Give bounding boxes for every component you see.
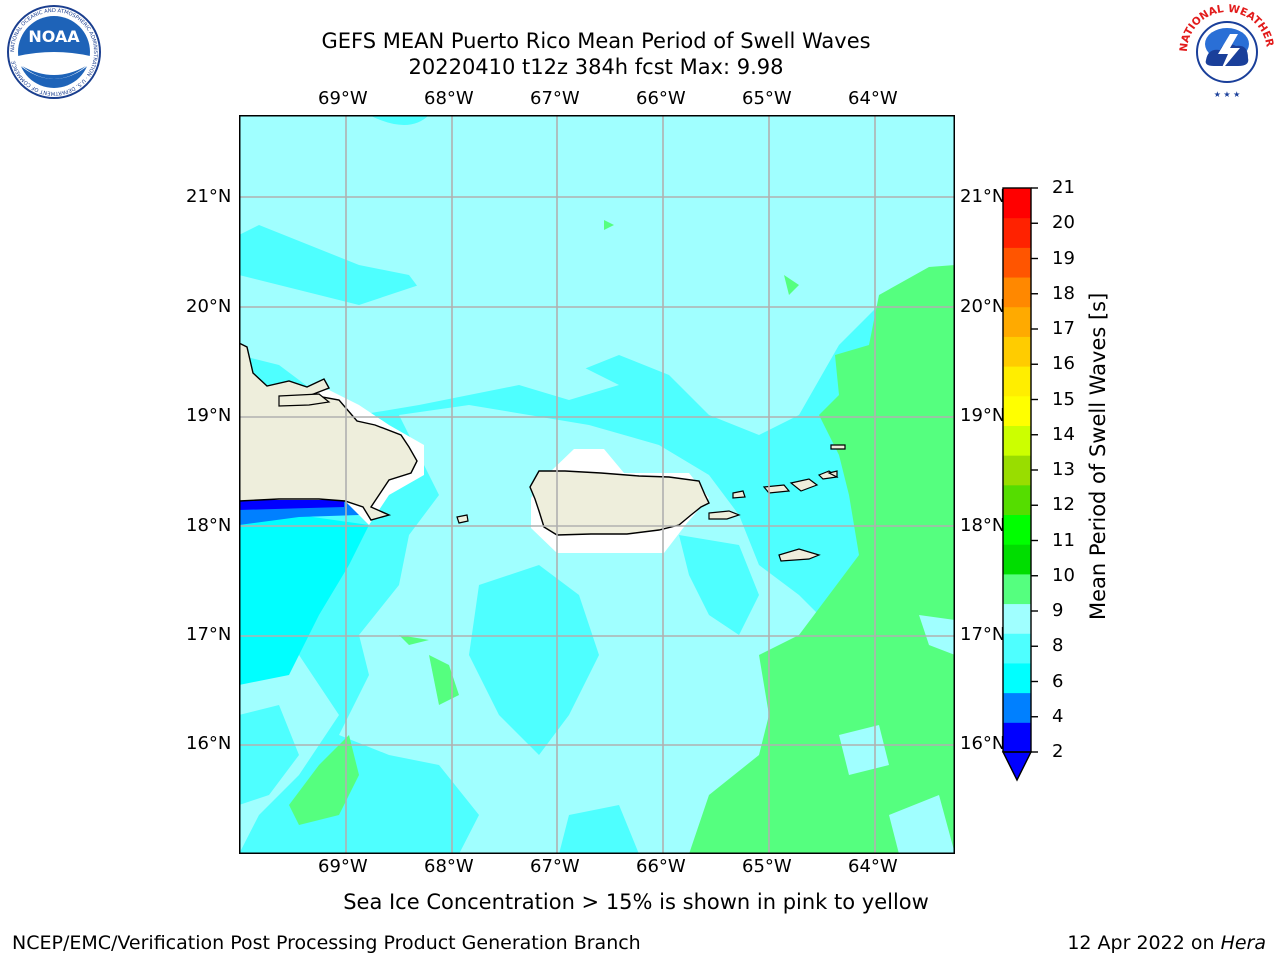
period-6-8s-regions xyxy=(239,535,759,854)
graticule xyxy=(239,115,955,854)
colorbar-segment xyxy=(1003,455,1031,486)
colorbar-min-arrow xyxy=(1001,751,1033,782)
footer-machine: Hera xyxy=(1220,932,1266,954)
colorbar-tick-label: 15 xyxy=(1052,388,1075,410)
tortuga-island xyxy=(278,393,331,407)
lon-label-top: 66°W xyxy=(636,88,686,109)
colorbar xyxy=(1001,187,1038,782)
colorbar-tick-label: 18 xyxy=(1052,282,1075,304)
hispaniola-land xyxy=(239,342,418,521)
lat-label-left: 21°N xyxy=(186,186,232,207)
colorbar-tick-label: 19 xyxy=(1052,247,1075,269)
map-frame xyxy=(239,115,955,854)
colorbar-segment xyxy=(1003,217,1031,248)
noaa-logo-text: NOAA xyxy=(28,27,80,46)
lon-label-bottom: 68°W xyxy=(424,856,474,877)
colorbar-segment xyxy=(1003,306,1031,337)
colorbar-tick-label: 16 xyxy=(1052,353,1075,375)
noaa-logo-icon: NOAA NATIONAL OCEANIC AND ATMOSPHERIC AD… xyxy=(7,5,101,99)
colorbar-tick-label: 21 xyxy=(1052,177,1075,198)
colorbar-segment xyxy=(1003,633,1031,664)
colorbar-tick-label: 2 xyxy=(1052,741,1064,762)
lat-label-right: 17°N xyxy=(960,624,1006,645)
period-below-2s-region xyxy=(239,500,344,510)
colorbar-segment xyxy=(1003,692,1031,723)
colorbar-tick-label: 9 xyxy=(1052,600,1064,621)
colorbar-segment xyxy=(1003,188,1031,219)
lat-label-right: 18°N xyxy=(960,515,1006,536)
colorbar-tick-label: 12 xyxy=(1052,494,1075,516)
lat-label-left: 17°N xyxy=(186,624,232,645)
colorbar-title: Mean Period of Swell Waves [s] xyxy=(1086,292,1110,620)
colorbar-segment xyxy=(1003,514,1031,545)
lon-label-top: 64°W xyxy=(848,88,898,109)
colorbar-segment xyxy=(1003,395,1031,426)
plot-subtitle: 20220410 t12z 384h fcst Max: 9.98 xyxy=(408,55,784,79)
colorbar-tick-label: 14 xyxy=(1052,423,1075,445)
colorbar-tick-label: 11 xyxy=(1052,529,1075,551)
lon-label-top: 69°W xyxy=(318,88,368,109)
colorbar-tick-label: 13 xyxy=(1052,459,1075,480)
colorbar-tick-label: 20 xyxy=(1052,212,1075,234)
colorbar-tick-label: 17 xyxy=(1052,318,1075,339)
footer-credit: NCEP/EMC/Verification Post Processing Pr… xyxy=(12,932,641,954)
lon-label-bottom: 69°W xyxy=(318,856,368,877)
colorbar-segment xyxy=(1003,722,1031,753)
colorbar-tick-label: 8 xyxy=(1052,635,1064,657)
lon-label-bottom: 67°W xyxy=(530,856,580,877)
colorbar-segment xyxy=(1003,603,1031,634)
footer-date: 12 Apr 2022 on Hera xyxy=(1067,932,1266,954)
lat-label-left: 18°N xyxy=(186,515,232,536)
colorbar-segments xyxy=(1003,188,1031,753)
colorbar-segment xyxy=(1003,277,1031,308)
lat-label-left: 20°N xyxy=(186,296,232,317)
colorbar-segment xyxy=(1003,573,1031,605)
swell-period-map xyxy=(239,115,955,854)
colorbar-segment xyxy=(1003,544,1031,575)
lat-label-left: 19°N xyxy=(186,405,232,426)
lon-label-top: 68°W xyxy=(424,88,474,109)
colorbar-segment xyxy=(1003,484,1031,516)
colorbar-segment xyxy=(1003,662,1031,694)
lon-label-top: 65°W xyxy=(742,88,792,109)
colorbar-segment xyxy=(1003,336,1031,367)
colorbar-tick-label: 6 xyxy=(1052,670,1064,692)
sea-ice-note: Sea Ice Concentration > 15% is shown in … xyxy=(343,890,929,914)
plot-title: GEFS MEAN Puerto Rico Mean Period of Swe… xyxy=(321,29,871,53)
period-4-6s-region xyxy=(239,510,369,685)
lat-label-right: 21°N xyxy=(960,186,1006,207)
virgin-islands xyxy=(456,444,846,562)
lon-label-bottom: 66°W xyxy=(636,856,686,877)
lon-label-top: 67°W xyxy=(530,88,580,109)
lat-label-right: 16°N xyxy=(960,733,1006,754)
lat-label-left: 16°N xyxy=(186,733,232,754)
colorbar-segment xyxy=(1003,425,1031,456)
colorbar-segment xyxy=(1003,366,1031,397)
lat-label-right: 20°N xyxy=(960,296,1006,317)
footer-date-text: 12 Apr 2022 on xyxy=(1067,932,1221,954)
nws-logo-icon: NATIONAL WEATHER SERVICE ★ ★ ★ xyxy=(1178,4,1276,99)
colorbar-tick-label: 10 xyxy=(1052,564,1075,586)
colorbar-segment xyxy=(1003,247,1031,278)
nws-stars-icon: ★ ★ ★ xyxy=(1214,90,1241,99)
colorbar-tick-label: 4 xyxy=(1052,705,1064,727)
lon-label-bottom: 64°W xyxy=(848,856,898,877)
lat-label-right: 19°N xyxy=(960,405,1006,426)
lon-label-bottom: 65°W xyxy=(742,856,792,877)
puerto-rico-land xyxy=(529,470,710,536)
